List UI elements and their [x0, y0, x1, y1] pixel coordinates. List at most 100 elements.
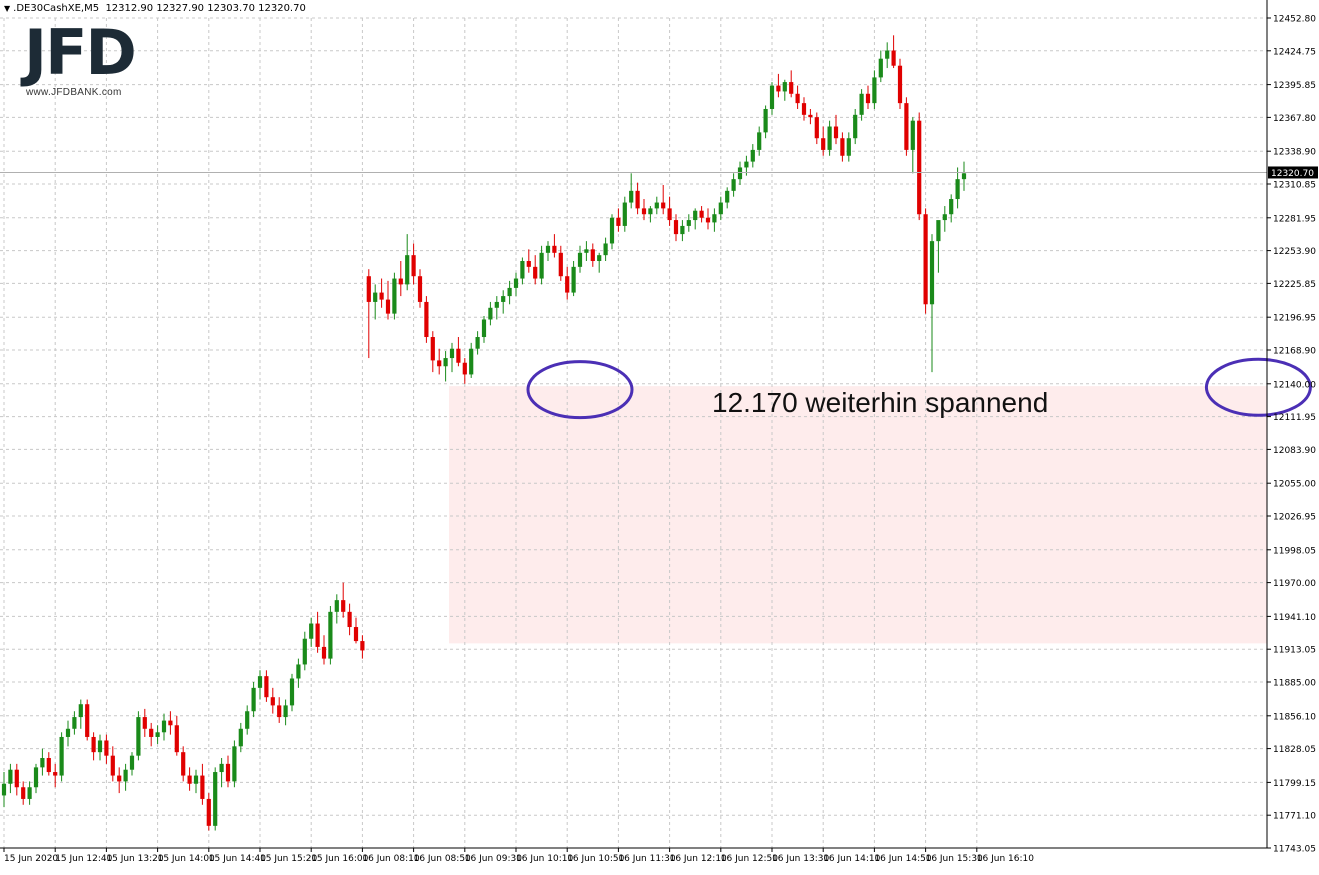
candle-body-bull [750, 149, 755, 162]
candle-body-bull [475, 337, 480, 349]
candle-body-bear [398, 278, 403, 285]
candle-body-bull [59, 736, 64, 776]
y-tick-label: 12111.95 [1273, 413, 1316, 423]
candle-body-bull [763, 108, 768, 133]
candle-body-bull [129, 755, 135, 770]
candle-body-bear [641, 208, 647, 215]
candle-body-bull [629, 190, 634, 203]
y-tick-label: 11941.10 [1273, 613, 1316, 623]
candle-body-bear [53, 772, 58, 776]
candle-body-bull [302, 638, 307, 665]
candle-body-bear [91, 736, 96, 753]
candle-body-bull [654, 202, 659, 209]
y-tick-label: 11913.05 [1273, 646, 1316, 656]
candle-body-bull [33, 767, 39, 788]
candle-body-bear [14, 769, 19, 788]
candle-body-bear [315, 623, 320, 647]
y-tick-label: 12140.00 [1273, 380, 1316, 390]
candle-body-bear [142, 717, 147, 729]
candle-body-bear [590, 249, 595, 262]
candle-body-bull [744, 161, 749, 168]
x-tick-label: 16 Jun 12:50 [721, 854, 778, 864]
candle-body-bull [392, 278, 397, 314]
x-tick-label: 16 Jun 10:10 [516, 854, 573, 864]
candle-body-bear [430, 337, 435, 361]
brand-logo: JFD www.JFDBANK.com [24, 22, 146, 102]
candle-body-bear [558, 252, 563, 277]
y-tick-label: 11998.05 [1273, 546, 1316, 556]
candle-body-bull [520, 261, 525, 279]
candle-body-bull [878, 58, 883, 78]
candle-body-bear [891, 50, 896, 66]
candle-body-bear [705, 217, 711, 223]
y-tick-label: 11799.15 [1273, 779, 1316, 789]
y-tick-label: 12310.85 [1273, 181, 1316, 191]
candle-body-bear [110, 755, 115, 776]
candle-body-bear [174, 725, 179, 753]
y-tick-label: 12338.90 [1273, 148, 1316, 158]
highlight-ellipse [1204, 357, 1312, 417]
x-tick-label: 15 Jun 14:40 [209, 854, 266, 864]
logo-mark: JFD [24, 16, 137, 89]
candle-body-bear [385, 299, 391, 314]
x-tick-label: 16 Jun 13:30 [772, 854, 829, 864]
x-tick-label: 15 Jun 16:00 [311, 854, 368, 864]
candle-body-bear [462, 362, 467, 375]
y-tick-label: 11771.10 [1273, 812, 1316, 822]
candle-body-bear [360, 641, 365, 651]
candle-body-bull [289, 678, 295, 706]
x-tick-label: 16 Jun 14:50 [874, 854, 931, 864]
candle-body-bull [40, 758, 45, 768]
candle-body-bull [577, 252, 583, 267]
candle-body-bull [155, 732, 160, 737]
x-tick-label: 15 Jun 2020 [4, 854, 58, 864]
candle-body-bear [437, 360, 442, 367]
candle-body-bull [955, 179, 960, 200]
x-tick-label: 16 Jun 08:10 [362, 854, 419, 864]
candle-body-bear [200, 775, 205, 799]
candle-body-bull [929, 241, 935, 305]
candle-body-bear [424, 301, 429, 338]
candle-body-bear [789, 82, 794, 94]
y-tick-label: 12367.80 [1273, 114, 1316, 124]
candle-body-bull [443, 358, 448, 367]
candle-body-bull [283, 705, 288, 718]
x-tick-label: 16 Jun 09:30 [465, 854, 522, 864]
candle-body-bull [603, 243, 608, 256]
candle-body-bull [910, 120, 915, 150]
candle-body-bull [757, 132, 762, 150]
ohlc-readout: 12312.90 12327.90 12303.70 12320.70 [105, 3, 306, 14]
y-tick-label: 12055.00 [1273, 480, 1316, 490]
candle-body-bull [65, 728, 71, 737]
annotation-text: 12.170 weiterhin spannend [712, 387, 1048, 418]
candle-body-bull [545, 245, 551, 253]
candle-body-bear [21, 787, 26, 799]
candle-body-bear [917, 120, 922, 215]
candle-body-bull [161, 720, 167, 733]
candle-body-bull [731, 179, 736, 191]
candle-body-bull [584, 249, 589, 253]
candle-body-bull [597, 255, 602, 262]
candle-body-bull [501, 296, 506, 302]
candle-body-bull [72, 717, 77, 729]
symbol-dropdown-icon[interactable]: ▼ [4, 4, 11, 13]
candle-body-bear [46, 758, 51, 773]
candle-body-bear [206, 798, 211, 826]
candle-body-bull [942, 214, 947, 221]
y-tick-label: 12452.80 [1273, 15, 1316, 25]
candle-body-bear [117, 775, 122, 782]
candle-body-bear [814, 117, 819, 139]
candle-body-bear [417, 276, 423, 302]
x-tick-label: 16 Jun 14:10 [823, 854, 880, 864]
candle-body-bear [699, 210, 704, 218]
candle-body-bear [776, 85, 781, 92]
candle-body-bear [104, 740, 109, 756]
candle-body-bull [123, 769, 128, 782]
candle-body-bear [321, 646, 327, 659]
x-tick-label: 16 Jun 11:30 [618, 854, 675, 864]
candle-body-bull [686, 220, 691, 226]
candle-body-bull [213, 772, 218, 826]
candle-body-bear [533, 266, 538, 279]
candle-body-bear [897, 65, 903, 104]
candle-body-bull [481, 319, 487, 338]
